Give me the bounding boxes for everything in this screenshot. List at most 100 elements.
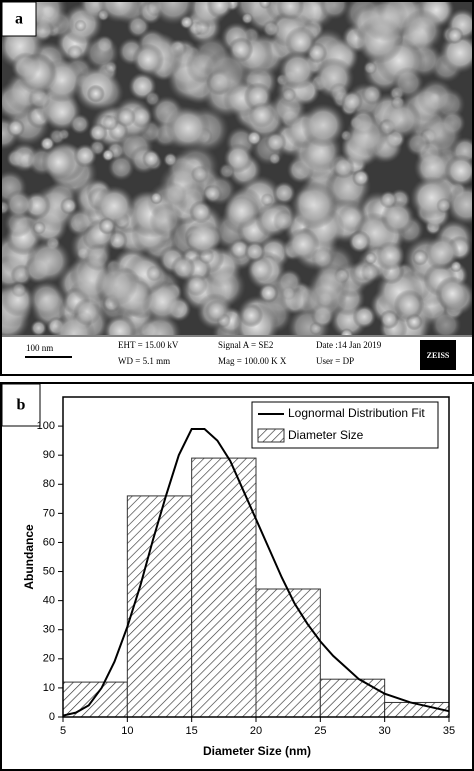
particle	[166, 106, 211, 151]
particle	[360, 262, 381, 282]
particle	[69, 113, 91, 135]
particle	[88, 123, 108, 143]
particle	[446, 26, 464, 45]
particle	[98, 217, 116, 235]
particle	[290, 181, 338, 230]
plot: 5 10 15 20 25 30 35 0 10 20 30 40 50 60 70 80 90 100 Logno…	[37, 396, 455, 737]
particle	[6, 118, 25, 138]
y-tick-label: 70	[43, 507, 55, 519]
particle	[150, 2, 197, 26]
particle	[375, 241, 405, 271]
logo	[420, 340, 456, 370]
particle	[206, 2, 233, 19]
particle	[223, 143, 254, 174]
particle	[262, 20, 280, 38]
panel-label: a	[15, 11, 23, 28]
particle	[32, 221, 47, 235]
bar	[255, 588, 321, 718]
particle	[339, 328, 354, 335]
legend-label: Lognormal Distribution Fit	[288, 406, 425, 420]
particle	[185, 273, 208, 297]
particle	[430, 309, 462, 335]
bar	[126, 495, 193, 718]
y-tick-label: 30	[43, 624, 55, 636]
particle	[73, 298, 101, 326]
particle	[319, 2, 350, 20]
particle	[141, 149, 161, 168]
x-tick-label: 25	[314, 725, 326, 737]
bar	[191, 457, 257, 718]
sem-image	[2, 2, 472, 335]
particle	[16, 53, 58, 95]
particle	[83, 35, 120, 71]
info-text: Signal A = SE2	[218, 340, 273, 350]
particle	[11, 281, 28, 298]
particle	[103, 314, 137, 335]
particle	[361, 2, 408, 42]
particle	[272, 209, 296, 233]
particle	[276, 2, 305, 20]
particle	[348, 230, 371, 253]
particle	[278, 50, 318, 90]
particle	[435, 276, 470, 311]
particle	[189, 200, 213, 224]
bar	[62, 681, 128, 718]
y-tick-label: 40	[43, 595, 55, 607]
particle	[97, 2, 140, 23]
particle	[361, 83, 383, 105]
y-tick-label: 0	[49, 711, 55, 723]
particle	[286, 227, 320, 261]
particle	[444, 154, 472, 188]
info-text: Mag = 100.00 K X	[218, 356, 287, 366]
particle	[417, 78, 455, 116]
info-text: User = DP	[316, 356, 354, 366]
particle	[420, 114, 463, 158]
particle	[86, 84, 105, 103]
particle	[248, 102, 275, 128]
particle	[424, 235, 460, 271]
particle	[379, 190, 398, 209]
y-tick-label: 50	[43, 565, 55, 577]
x-tick-label: 15	[186, 725, 198, 737]
info-text: Date :14 Jan 2019	[316, 340, 382, 350]
particle	[345, 114, 388, 157]
x-tick-label: 10	[121, 725, 133, 737]
particle	[247, 256, 273, 283]
particle	[413, 148, 452, 187]
particle	[258, 283, 279, 303]
y-axis-label: Abundance	[22, 524, 36, 590]
x-tick-label: 20	[250, 725, 262, 737]
particle	[4, 189, 34, 219]
particle	[150, 191, 163, 205]
particle	[84, 243, 112, 272]
particle	[405, 131, 431, 157]
particle	[239, 303, 264, 328]
particle	[363, 60, 378, 75]
panel-label: b	[17, 397, 26, 414]
particle	[203, 49, 251, 97]
particle	[382, 100, 422, 139]
legend-label: Diameter Size	[288, 428, 364, 442]
particle	[412, 249, 429, 266]
x-axis-label: Diameter Size (nm)	[203, 744, 311, 758]
particle	[146, 265, 163, 282]
particle	[170, 255, 196, 281]
particle	[132, 43, 165, 76]
particle	[59, 197, 78, 215]
particle	[149, 203, 184, 238]
particle	[380, 200, 415, 235]
particle	[364, 251, 378, 265]
particle	[285, 26, 316, 58]
legend-swatch	[257, 428, 285, 443]
particle	[67, 44, 83, 61]
particle	[272, 181, 296, 205]
particle	[392, 66, 425, 99]
particle	[102, 114, 119, 131]
particle	[244, 240, 266, 263]
particle	[401, 9, 444, 52]
particle	[352, 304, 377, 329]
y-tick-label: 100	[37, 420, 55, 432]
legend-box	[251, 401, 439, 449]
bar	[319, 678, 386, 718]
